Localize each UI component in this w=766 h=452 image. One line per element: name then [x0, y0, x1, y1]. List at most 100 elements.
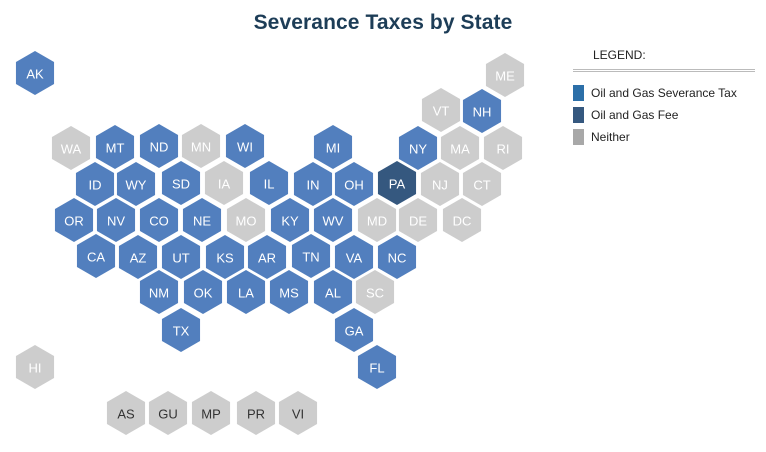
state-hexagon-vi [278, 391, 318, 435]
state-tile-wi[interactable]: WI [225, 124, 265, 168]
state-label-ma: MA [450, 142, 470, 157]
state-tile-ks[interactable]: KS [205, 235, 245, 279]
state-tile-de[interactable]: DE [398, 198, 438, 242]
state-tile-dc[interactable]: DC [442, 198, 482, 242]
state-tile-wv[interactable]: WV [313, 198, 353, 242]
state-tile-co[interactable]: CO [139, 198, 179, 242]
state-hexagon-az [118, 235, 158, 279]
state-tile-pr[interactable]: PR [236, 391, 276, 435]
state-label-ut: UT [172, 251, 189, 266]
state-tile-wa[interactable]: WA [51, 126, 91, 170]
state-tile-ia[interactable]: IA [204, 161, 244, 205]
state-tile-nh[interactable]: NH [462, 89, 502, 133]
state-hexagon-ri [483, 126, 523, 170]
state-tile-mn[interactable]: MN [181, 124, 221, 168]
state-label-wi: WI [237, 140, 253, 155]
state-tile-ri[interactable]: RI [483, 126, 523, 170]
legend: LEGEND: Oil and Gas Severance Tax Oil an… [573, 47, 755, 148]
state-tile-or[interactable]: OR [54, 198, 94, 242]
state-tile-gu[interactable]: GU [148, 391, 188, 435]
state-tile-ma[interactable]: MA [440, 126, 480, 170]
state-tile-ok[interactable]: OK [183, 270, 223, 314]
state-hexagon-wi [225, 124, 265, 168]
state-tile-ut[interactable]: UT [161, 235, 201, 279]
state-label-pr: PR [247, 407, 265, 422]
state-label-pa: PA [389, 177, 406, 192]
state-tile-sc[interactable]: SC [355, 270, 395, 314]
state-tile-nc[interactable]: NC [377, 235, 417, 279]
state-hexagon-as [106, 391, 146, 435]
state-label-tn: TN [302, 250, 319, 265]
state-tile-id[interactable]: ID [75, 162, 115, 206]
state-tile-as[interactable]: AS [106, 391, 146, 435]
state-label-mi: MI [326, 141, 340, 156]
state-tile-tn[interactable]: TN [291, 234, 331, 278]
state-tile-ct[interactable]: CT [462, 162, 502, 206]
state-tile-oh[interactable]: OH [334, 162, 374, 206]
state-tile-nj[interactable]: NJ [420, 162, 460, 206]
state-label-vi: VI [292, 407, 304, 422]
state-hexagon-wa [51, 126, 91, 170]
state-label-va: VA [346, 251, 363, 266]
state-tile-mo[interactable]: MO [226, 198, 266, 242]
legend-title: LEGEND: [593, 48, 646, 62]
state-label-mo: MO [236, 214, 257, 229]
state-hexagon-ca [76, 234, 116, 278]
state-tile-ny[interactable]: NY [398, 126, 438, 170]
state-hexagon-mn [181, 124, 221, 168]
state-hexagon-ut [161, 235, 201, 279]
state-tile-ga[interactable]: GA [334, 308, 374, 352]
state-tile-sd[interactable]: SD [161, 161, 201, 205]
state-tile-vi[interactable]: VI [278, 391, 318, 435]
state-tile-mt[interactable]: MT [95, 125, 135, 169]
legend-label-neither: Neither [591, 130, 630, 144]
state-tile-az[interactable]: AZ [118, 235, 158, 279]
state-tile-tx[interactable]: TX [161, 308, 201, 352]
state-tile-ak[interactable]: AK [15, 51, 55, 95]
state-tile-il[interactable]: IL [249, 161, 289, 205]
state-tile-nm[interactable]: NM [139, 270, 179, 314]
state-label-ms: MS [279, 286, 299, 301]
state-label-co: CO [149, 214, 169, 229]
state-tile-md[interactable]: MD [357, 198, 397, 242]
state-hexagon-al [313, 270, 353, 314]
state-label-ok: OK [194, 286, 213, 301]
state-hexagon-vt [421, 88, 461, 132]
state-hexagon-ks [205, 235, 245, 279]
state-hexagon-va [334, 235, 374, 279]
state-tile-fl[interactable]: FL [357, 345, 397, 389]
state-label-in: IN [307, 178, 320, 193]
state-label-wa: WA [61, 142, 82, 157]
state-tile-nd[interactable]: ND [139, 124, 179, 168]
state-tile-hi[interactable]: HI [15, 345, 55, 389]
state-tile-in[interactable]: IN [293, 162, 333, 206]
state-tile-vt[interactable]: VT [421, 88, 461, 132]
state-hexagon-ky [270, 198, 310, 242]
state-tile-pa[interactable]: PA [377, 161, 417, 205]
state-tile-me[interactable]: ME [485, 53, 525, 97]
state-tile-ms[interactable]: MS [269, 270, 309, 314]
state-tile-ar[interactable]: AR [247, 235, 287, 279]
state-tile-va[interactable]: VA [334, 235, 374, 279]
state-label-ia: IA [218, 177, 231, 192]
state-tile-ca[interactable]: CA [76, 234, 116, 278]
state-hexagon-id [75, 162, 115, 206]
legend-swatch-neither [573, 129, 584, 145]
state-label-nv: NV [107, 214, 125, 229]
state-tile-al[interactable]: AL [313, 270, 353, 314]
state-label-ky: KY [281, 214, 299, 229]
state-label-wy: WY [126, 178, 147, 193]
state-tile-nv[interactable]: NV [96, 198, 136, 242]
state-label-vt: VT [433, 104, 450, 119]
state-tile-ky[interactable]: KY [270, 198, 310, 242]
state-tile-ne[interactable]: NE [182, 198, 222, 242]
state-hexagon-ct [462, 162, 502, 206]
state-tile-wy[interactable]: WY [116, 162, 156, 206]
state-hexagon-nj [420, 162, 460, 206]
state-tile-mi[interactable]: MI [313, 125, 353, 169]
state-hexagon-sd [161, 161, 201, 205]
state-hexagon-la [226, 270, 266, 314]
state-tile-la[interactable]: LA [226, 270, 266, 314]
state-label-hi: HI [29, 361, 42, 376]
state-tile-mp[interactable]: MP [191, 391, 231, 435]
